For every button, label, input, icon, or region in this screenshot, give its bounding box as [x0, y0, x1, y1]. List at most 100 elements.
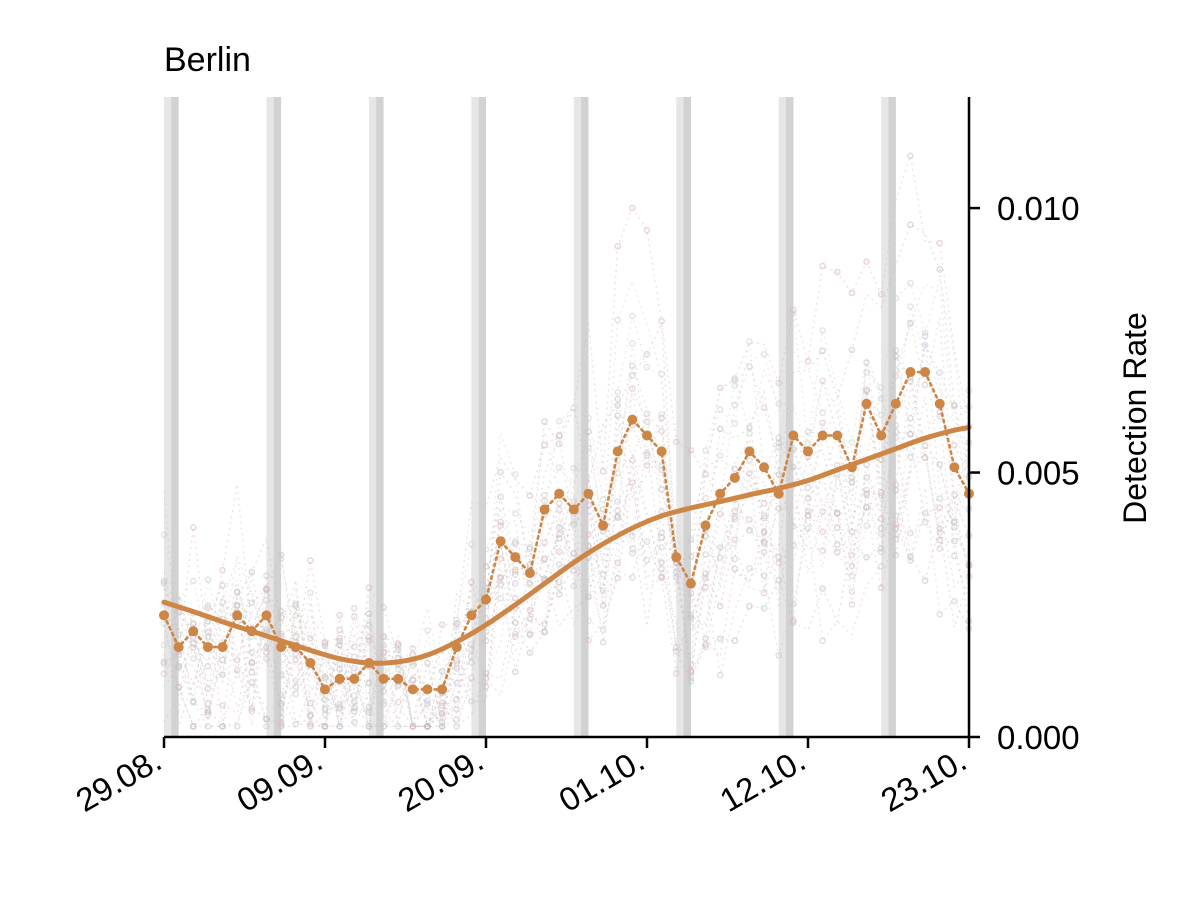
background-point — [731, 382, 739, 389]
background-point — [321, 704, 329, 712]
background-point — [907, 221, 914, 228]
background-point — [658, 543, 665, 551]
background-point — [643, 350, 651, 358]
background-point — [248, 599, 256, 607]
background-point — [336, 634, 343, 642]
background-point — [189, 644, 197, 652]
daily-rate-point — [554, 488, 565, 499]
background-point — [336, 611, 343, 619]
background-point — [350, 665, 358, 672]
background-point — [497, 581, 504, 589]
background-point — [877, 489, 885, 496]
background-point — [951, 524, 958, 531]
daily-rate-point — [920, 367, 931, 378]
background-point — [350, 643, 358, 651]
background-point — [541, 556, 548, 563]
daily-rate-point — [627, 414, 638, 425]
daily-rate-point — [934, 398, 945, 409]
background-point — [555, 417, 563, 425]
background-point — [833, 548, 841, 556]
background-point — [643, 410, 651, 417]
background-point — [760, 350, 768, 358]
background-point — [629, 545, 636, 552]
daily-rate-point — [334, 673, 345, 684]
background-point — [907, 529, 914, 537]
background-point — [307, 557, 314, 564]
background-point — [380, 641, 387, 649]
daily-rate-point — [202, 642, 213, 653]
background-point — [921, 518, 929, 526]
background-point — [907, 303, 914, 310]
background-point — [599, 626, 607, 634]
background-point — [204, 685, 212, 693]
background-point — [863, 504, 870, 512]
background-point — [658, 411, 665, 418]
background-point — [892, 535, 900, 543]
background-point — [951, 552, 958, 560]
background-point — [482, 674, 490, 682]
background-point — [365, 706, 373, 714]
background-point — [716, 554, 724, 562]
background-point — [775, 443, 783, 451]
weekend-band-sun-1 — [273, 97, 282, 737]
background-point — [951, 537, 958, 545]
background-point — [687, 553, 695, 560]
background-point — [482, 670, 490, 677]
background-point — [365, 679, 373, 686]
background-point — [907, 279, 914, 287]
background-point — [277, 551, 285, 559]
background-point — [482, 562, 490, 570]
background-point — [292, 720, 300, 728]
background-point — [760, 529, 768, 537]
background-point — [263, 597, 270, 604]
background-point — [731, 515, 739, 523]
background-point — [482, 683, 490, 690]
background-point — [892, 367, 900, 374]
background-point — [599, 496, 607, 503]
background-point — [350, 708, 358, 715]
background-point — [658, 427, 665, 435]
background-point — [951, 441, 958, 449]
background-point — [629, 371, 636, 379]
daily-rate-point — [905, 367, 916, 378]
background-point — [453, 705, 461, 713]
daily-rate-point — [232, 610, 243, 621]
background-point — [643, 538, 651, 546]
background-point — [775, 471, 783, 478]
background-point — [760, 500, 768, 507]
background-point — [248, 648, 256, 656]
background-point — [819, 409, 826, 417]
background-point — [438, 621, 446, 629]
background-point — [204, 706, 212, 713]
background-point — [555, 500, 563, 507]
background-point — [511, 540, 519, 548]
background-point — [365, 622, 373, 629]
background-point — [746, 564, 753, 572]
background-point — [907, 453, 914, 461]
background-point — [570, 464, 578, 472]
background-point — [716, 452, 724, 459]
background-point — [526, 606, 534, 614]
background-point — [936, 545, 944, 552]
daily-rate-point — [715, 488, 726, 499]
background-point — [438, 723, 446, 730]
background-point — [848, 562, 856, 570]
background-point — [160, 577, 168, 585]
background-point — [760, 548, 768, 556]
background-point — [921, 332, 929, 340]
background-point — [453, 623, 461, 630]
background-line-2 — [163, 396, 970, 729]
background-point — [599, 467, 607, 475]
background-point — [702, 641, 709, 648]
background-point — [189, 619, 197, 627]
background-point — [453, 659, 461, 667]
background-point — [263, 572, 270, 579]
background-point — [233, 656, 241, 664]
weekend-band-sun-5 — [683, 97, 691, 737]
background-point — [307, 589, 314, 597]
background-point — [365, 584, 373, 591]
daily-rate-point — [598, 520, 609, 531]
background-point — [907, 414, 914, 422]
background-point — [877, 562, 885, 570]
background-point — [336, 641, 343, 649]
